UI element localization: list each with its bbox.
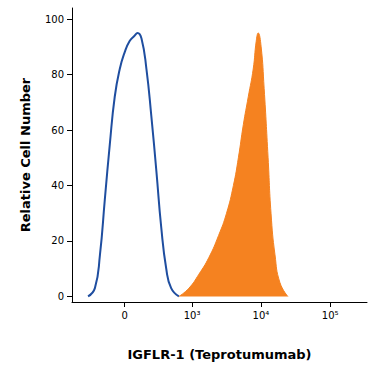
svg-text:0: 0: [121, 310, 127, 321]
svg-text:40: 40: [51, 180, 64, 191]
svg-text:10³: 10³: [184, 310, 201, 321]
svg-text:IGFLR-1 (Teprotumumab): IGFLR-1 (Teprotumumab): [127, 347, 311, 362]
svg-text:20: 20: [51, 235, 64, 246]
svg-text:100: 100: [45, 14, 64, 25]
svg-text:10⁴: 10⁴: [253, 310, 270, 321]
svg-text:80: 80: [51, 69, 64, 80]
svg-text:60: 60: [51, 125, 64, 136]
svg-text:10⁵: 10⁵: [322, 310, 339, 321]
svg-text:Relative Cell Number: Relative Cell Number: [18, 77, 33, 232]
svg-text:0: 0: [58, 291, 64, 302]
